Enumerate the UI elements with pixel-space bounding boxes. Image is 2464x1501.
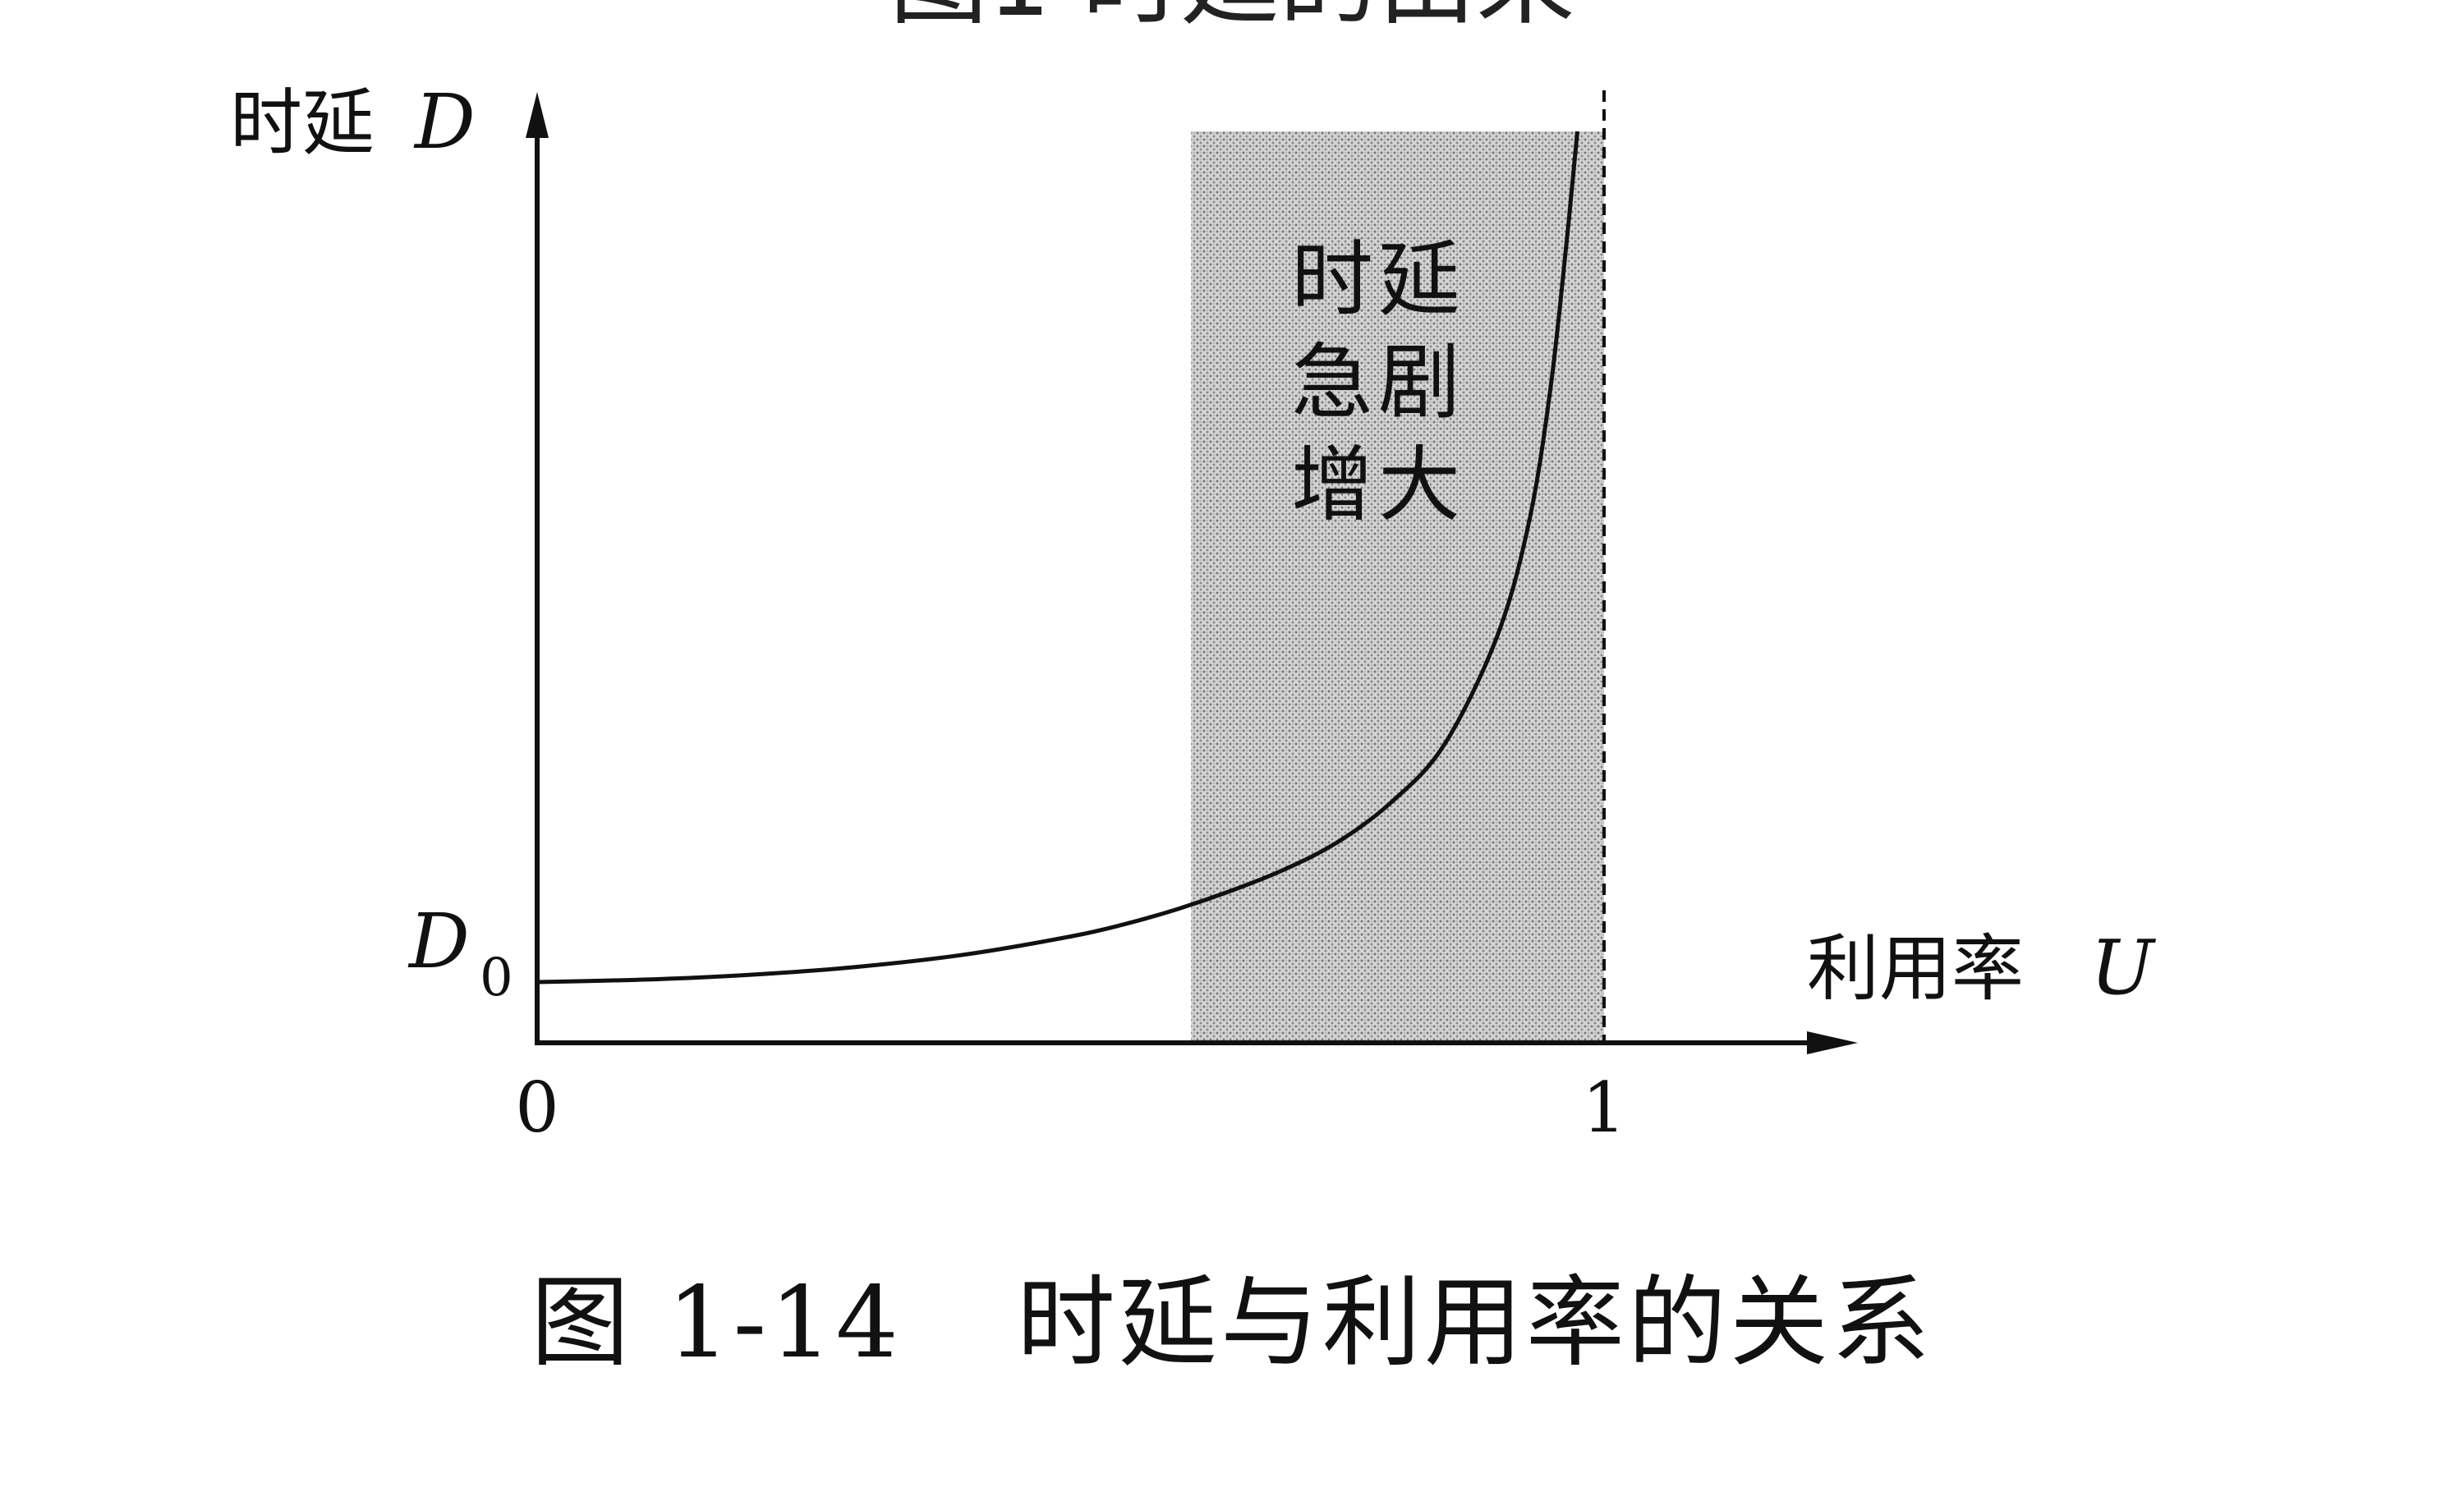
- x-axis-arrowhead: [1807, 1031, 1858, 1054]
- shaded-label-line-3: 增大: [1291, 437, 1465, 533]
- y-axis-label: 时延 D: [230, 78, 476, 166]
- y-axis-label-text: 时延: [230, 80, 375, 165]
- y-axis-label-var: D: [413, 78, 476, 166]
- x-axis-label-var: U: [2090, 924, 2157, 1012]
- header-fragment: 图1 时延的由来: [890, 0, 1575, 39]
- x-axis-label: 利用率 U: [1807, 924, 2157, 1012]
- caption-number: 图 1-14: [531, 1266, 902, 1380]
- baseline-label-sub: 0: [480, 948, 513, 1008]
- x-axis-label-text: 利用率: [1807, 926, 2024, 1011]
- baseline-label: D 0: [407, 897, 513, 1008]
- figure-caption: 图 1-14 时延与利用率的关系: [0, 1232, 2464, 1396]
- shaded-label-line-2: 急剧: [1291, 334, 1465, 430]
- shaded-region-label: 时延 急剧 增大: [1291, 232, 1465, 533]
- baseline-label-main: D: [407, 897, 470, 985]
- shaded-label-line-1: 时延: [1291, 232, 1465, 328]
- x-tick-label-1: 1: [1582, 1067, 1625, 1148]
- shaded-region: [1191, 131, 1604, 1043]
- y-axis-arrowhead: [526, 92, 549, 138]
- caption-title: 时延与利用率的关系: [1016, 1266, 1933, 1380]
- delay-curve: [536, 131, 1580, 985]
- x-tick-label-0: 0: [515, 1067, 559, 1148]
